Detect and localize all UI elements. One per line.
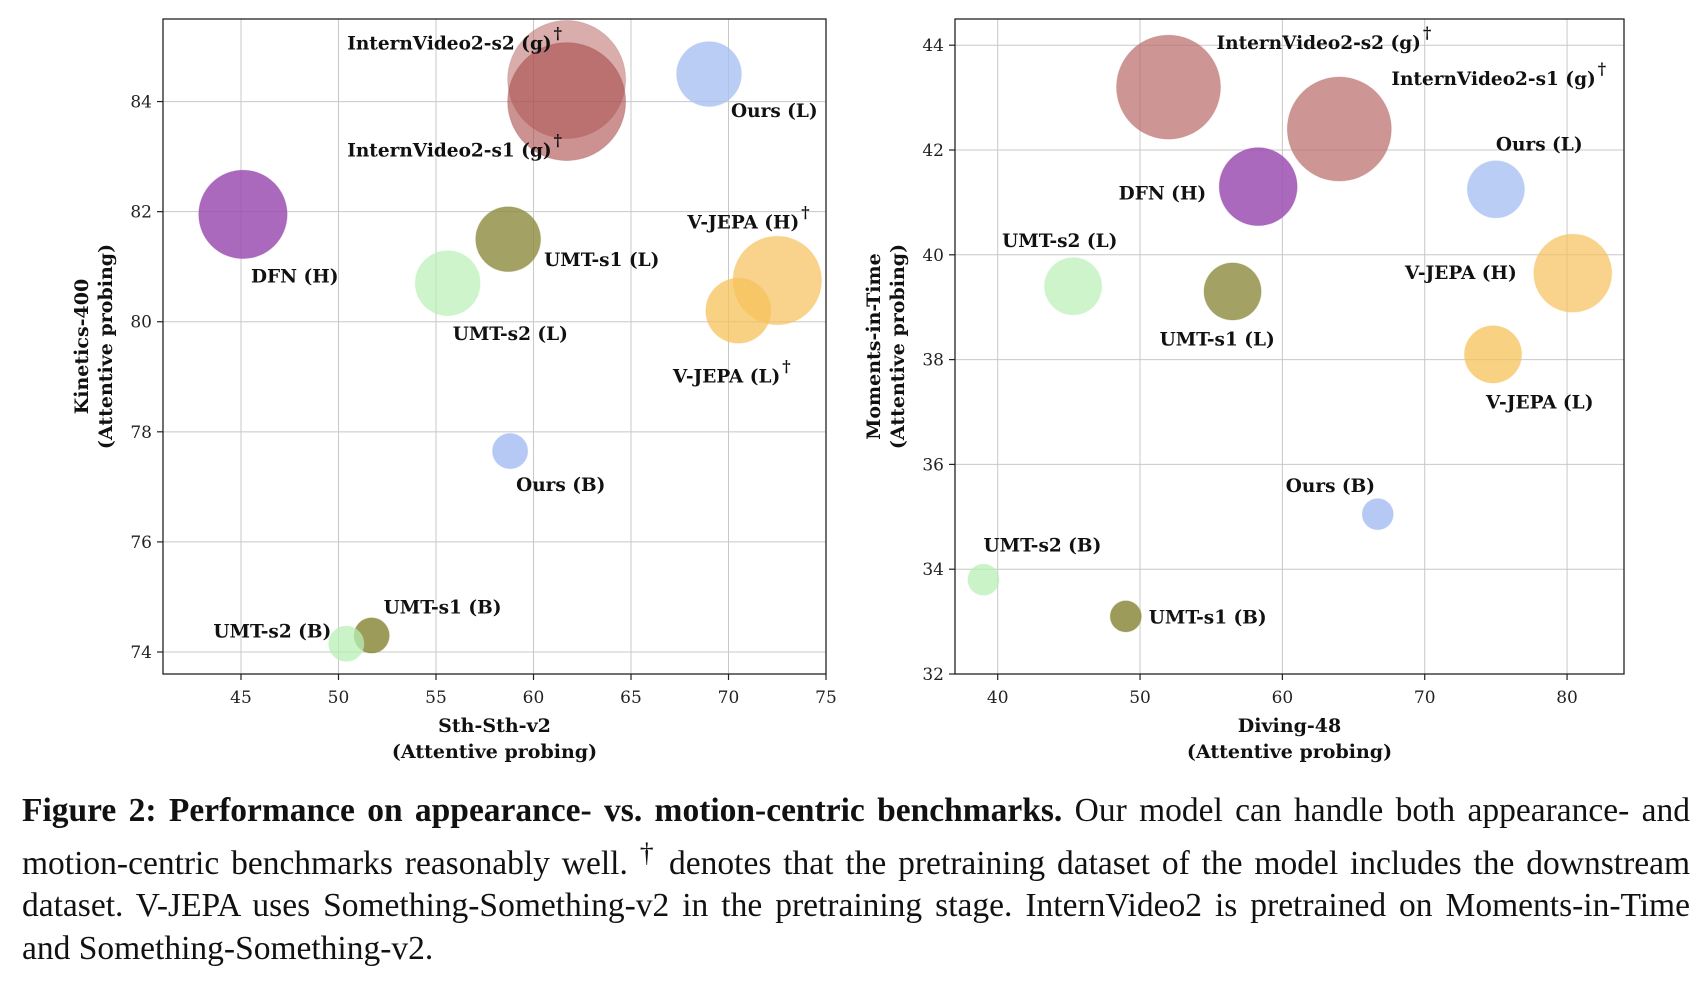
bubble-internvideo2-s2-g [1116,34,1222,140]
label-dagger: † [782,357,790,376]
ticks: 45 50 55 60 65 70 75 74 76 78 80 82 84 [130,93,836,708]
label-internvideo2-s1-g: InternVideo2-s1 (g) [347,141,551,162]
y-tick-label: 76 [130,533,152,553]
y-tick-label: 78 [130,423,152,443]
label-ours-l: Ours (L) [731,101,818,122]
x-tick-label: 70 [1414,688,1436,708]
bubble-v-jepa-l [1463,325,1523,384]
point-labels: InternVideo2-s2 (g)†InternVideo2-s1 (g)†… [983,23,1606,628]
label-dfn-h: DFN (H) [251,266,339,287]
label-dagger: † [1598,59,1606,78]
x-tick-label: 70 [718,688,740,708]
label-dfn-h: DFN (H) [1119,184,1207,205]
bubble-dfn-h [198,169,288,260]
bubble-v-jepa-l [705,277,772,344]
label-ours-l: Ours (L) [1496,134,1583,155]
y-tick-label: 38 [922,351,944,371]
label-umt-s2-b: UMT-s2 (B) [983,536,1101,557]
y-axis-label: Kinetics-400 [71,279,93,414]
bubbles [967,34,1613,633]
label-dagger: † [554,131,562,150]
bubble-ours-b [1361,498,1394,531]
plot-frame [954,18,1625,675]
label-v-jepa-l: V-JEPA (L) [672,367,780,388]
label-umt-s2-l: UMT-s2 (L) [453,324,568,345]
label-umt-s2-b: UMT-s2 (B) [213,622,331,643]
x-tick-label: 80 [1556,688,1578,708]
y-tick-label: 36 [922,455,944,475]
grid [955,19,1624,674]
bubbles [198,20,822,662]
x-axis-label: Diving-48 [1238,715,1341,737]
caption-title: Performance on appearance- vs. motion-ce… [168,792,1063,829]
y-tick-label: 82 [130,203,152,223]
x-tick-label: 55 [425,688,447,708]
bubble-umt-s1-l [1203,262,1262,321]
ticks: 40 50 60 70 80 32 34 36 38 40 42 44 [922,36,1578,708]
bubble-umt-s2-l [414,250,481,317]
caption-dagger: † [639,837,658,869]
x-axis-sublabel: (Attentive probing) [1187,741,1392,763]
x-tick-label: 50 [1129,688,1151,708]
label-ours-b: Ours (B) [516,475,605,496]
y-axis-sublabel: (Attentive probing) [887,244,909,449]
y-tick-label: 80 [130,313,152,333]
y-tick-label: 44 [922,36,944,56]
label-dagger: † [554,24,562,43]
bubble-umt-s1-l [475,206,542,273]
x-axis-sublabel: (Attentive probing) [392,741,597,763]
bubble-ours-l [676,41,742,107]
bubble-internvideo2-s1-g [1286,76,1392,182]
label-v-jepa-l: V-JEPA (L) [1485,392,1593,413]
label-umt-s1-b: UMT-s1 (B) [1149,607,1267,628]
bubble-umt-s2-l [1044,257,1103,316]
y-tick-label: 74 [130,643,152,663]
caption-text-1: Our model can handle both appearance- an… [22,792,1690,882]
bubble-ours-b [491,432,529,470]
y-tick-label: 42 [922,141,944,161]
x-tick-label: 50 [328,688,350,708]
bubble-umt-s2-b [967,563,1000,596]
label-internvideo2-s1-g: InternVideo2-s1 (g) [1391,69,1595,90]
x-tick-label: 45 [230,688,252,708]
point-labels: InternVideo2-s2 (g)†InternVideo2-s1 (g)†… [213,24,817,643]
label-dagger: † [801,202,809,221]
x-tick-label: 75 [815,688,837,708]
plot-frame [162,18,827,675]
x-tick-label: 40 [987,688,1009,708]
chart-kinetics-vs-ssv2: InternVideo2-s2 (g)†InternVideo2-s1 (g)†… [71,18,837,763]
bubble-umt-s2-b [328,625,365,662]
y-axis-sublabel: (Attentive probing) [95,244,117,449]
label-umt-s2-l: UMT-s2 (L) [1002,231,1117,252]
label-internvideo2-s2-g: InternVideo2-s2 (g) [347,34,551,55]
bubble-umt-s1-b [1109,600,1142,633]
y-tick-label: 32 [922,665,944,685]
caption-figure-label: Figure 2: [22,792,157,829]
label-v-jepa-h: V-JEPA (H) [686,212,799,233]
label-umt-s1-l: UMT-s1 (L) [1160,329,1275,350]
caption-text-2: denotes that the pretraining dataset of … [22,844,1691,967]
x-tick-label: 65 [620,688,642,708]
figure-caption: Figure 2: Performance on appearance- vs.… [22,790,1690,970]
plot-area [163,19,826,674]
y-tick-label: 34 [922,560,944,580]
y-tick-label: 40 [922,246,944,266]
label-umt-s1-b: UMT-s1 (B) [384,597,502,618]
x-tick-label: 60 [1272,688,1294,708]
bubble-internvideo2-s1-g [507,42,627,162]
bubble-ours-l [1466,160,1525,219]
label-dagger: † [1423,23,1431,42]
chart-mit-vs-diving48: InternVideo2-s2 (g)†InternVideo2-s1 (g)†… [863,18,1625,763]
label-internvideo2-s2-g: InternVideo2-s2 (g) [1217,33,1421,54]
y-axis-label: Moments-in-Time [863,253,885,439]
x-tick-label: 60 [523,688,545,708]
label-ours-b: Ours (B) [1286,476,1375,497]
bubble-v-jepa-h [1533,233,1613,313]
label-umt-s1-l: UMT-s1 (L) [544,250,659,271]
y-tick-label: 84 [130,93,152,113]
bubble-dfn-h [1218,147,1298,227]
x-axis-label: Sth-Sth-v2 [438,715,551,737]
label-v-jepa-h: V-JEPA (H) [1404,263,1517,284]
